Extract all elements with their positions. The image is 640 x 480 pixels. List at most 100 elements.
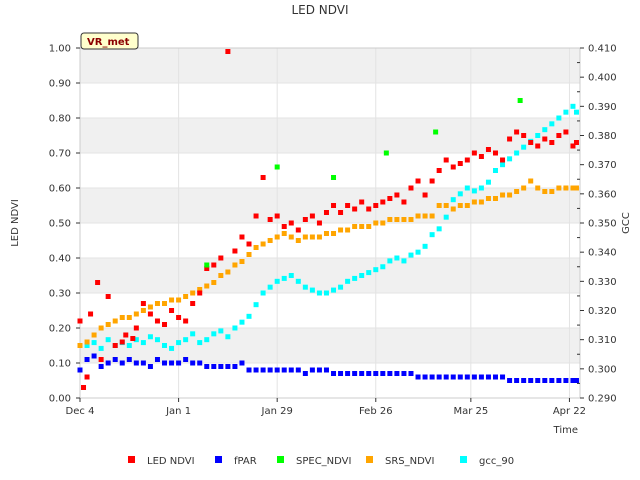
fpar-point [338, 371, 344, 376]
right-tick-label: 0.310 [588, 335, 617, 346]
fpar-point [507, 378, 513, 383]
left-tick-label: 0.90 [49, 79, 71, 90]
fpar-point [239, 360, 245, 366]
gcc-90-point [253, 302, 259, 308]
legend-item-led-ndvi: LED NDVI [128, 456, 195, 467]
srs-ndvi-point [366, 224, 372, 229]
legend-swatch [128, 456, 135, 463]
gcc-90-point [549, 121, 555, 127]
fpar-point [549, 378, 555, 383]
gcc-90-point [401, 258, 407, 264]
fpar-point [535, 378, 541, 383]
legend-label: LED NDVI [147, 456, 195, 467]
gcc-90-point [84, 343, 90, 348]
led-ndvi-point [408, 185, 414, 191]
fpar-point [84, 357, 90, 362]
srs-ndvi-point [331, 231, 337, 236]
background-band [80, 188, 580, 223]
srs-ndvi-point [359, 224, 365, 229]
fpar-point [528, 378, 534, 383]
led-ndvi-point [77, 318, 83, 324]
fpar-point [112, 357, 118, 362]
gcc-90-point [507, 156, 513, 162]
srs-ndvi-point [197, 287, 203, 292]
gcc-90-point [316, 290, 322, 296]
led-ndvi-point [464, 157, 470, 163]
srs-ndvi-point [408, 217, 414, 222]
srs-ndvi-point [436, 203, 442, 208]
gcc-90-point [239, 319, 245, 325]
fpar-point [366, 371, 372, 376]
legend-item-gcc-90: gcc_90 [460, 456, 514, 467]
fpar-point [176, 360, 182, 366]
left-tick-label: 0.00 [49, 394, 71, 405]
gcc-90-point [91, 340, 97, 346]
legend-item-fpar: fPAR [215, 456, 257, 467]
srs-ndvi-point [119, 315, 125, 320]
srs-ndvi-point [415, 213, 421, 219]
fpar-point [471, 374, 477, 380]
srs-ndvi-point [450, 206, 456, 212]
srs-ndvi-point [162, 301, 168, 306]
srs-ndvi-point [295, 238, 301, 243]
led-ndvi-point [84, 374, 90, 380]
gcc-90-point [154, 337, 160, 343]
led-ndvi-point [281, 224, 287, 229]
led-ndvi-point [154, 318, 160, 324]
series-gcc-90 [84, 103, 579, 351]
gcc-90-point [232, 325, 238, 331]
led-ndvi-point [147, 311, 153, 317]
led-ndvi-point [478, 154, 484, 159]
led-ndvi-point [394, 192, 400, 198]
gcc-90-point [478, 185, 484, 191]
srs-ndvi-point [394, 217, 400, 222]
srs-ndvi-point [422, 213, 428, 219]
fpar-point [570, 378, 576, 383]
fpar-point [105, 360, 111, 366]
srs-ndvi-point [429, 213, 435, 219]
fpar-point [197, 360, 203, 366]
gcc-90-point [394, 255, 400, 261]
fpar-point [281, 367, 287, 373]
led-ndvi-point [211, 262, 217, 268]
fpar-point [492, 374, 498, 380]
fpar-point [443, 374, 449, 380]
left-tick-label: 0.20 [49, 324, 71, 335]
fpar-point [91, 353, 97, 359]
led-ndvi-point [345, 203, 351, 208]
right-tick-label: 0.350 [588, 219, 617, 230]
right-tick-label: 0.290 [588, 394, 617, 405]
srs-ndvi-point [464, 203, 470, 208]
gcc-90-point [295, 278, 301, 284]
gcc-90-point [471, 188, 477, 194]
led-ndvi-point [500, 157, 506, 163]
led-ndvi-point [457, 161, 463, 166]
srs-ndvi-point [204, 283, 210, 289]
gcc-90-point [246, 313, 252, 319]
left-y-axis: 0.00 0.10 0.20 0.30 0.40 0.50 0.60 0.70 0.80 0.90… [49, 44, 80, 405]
background-band [80, 48, 580, 83]
legend-label: SRS_NDVI [385, 456, 434, 467]
gcc-90-point [352, 275, 358, 281]
srs-ndvi-point [500, 192, 506, 198]
x-tick-label: Apr 22 [553, 406, 586, 417]
srs-ndvi-point [457, 203, 463, 208]
legend-item-srs-ndvi: SRS_NDVI [366, 456, 434, 467]
gcc-90-point [274, 278, 280, 284]
led-ndvi-point [246, 241, 252, 247]
srs-ndvi-point [549, 189, 555, 194]
led-ndvi-point [112, 343, 118, 348]
gcc-90-point [288, 273, 294, 278]
gcc-90-point [98, 345, 104, 351]
led-ndvi-point [204, 266, 210, 271]
srs-ndvi-point [253, 245, 259, 250]
fpar-point [478, 374, 484, 380]
gcc-90-point [105, 337, 111, 343]
fpar-point [140, 360, 146, 366]
srs-ndvi-point [260, 241, 266, 247]
fpar-point [408, 371, 414, 376]
fpar-point [288, 367, 294, 373]
led-ndvi-point [119, 339, 125, 345]
left-tick-label: 0.40 [49, 254, 71, 265]
